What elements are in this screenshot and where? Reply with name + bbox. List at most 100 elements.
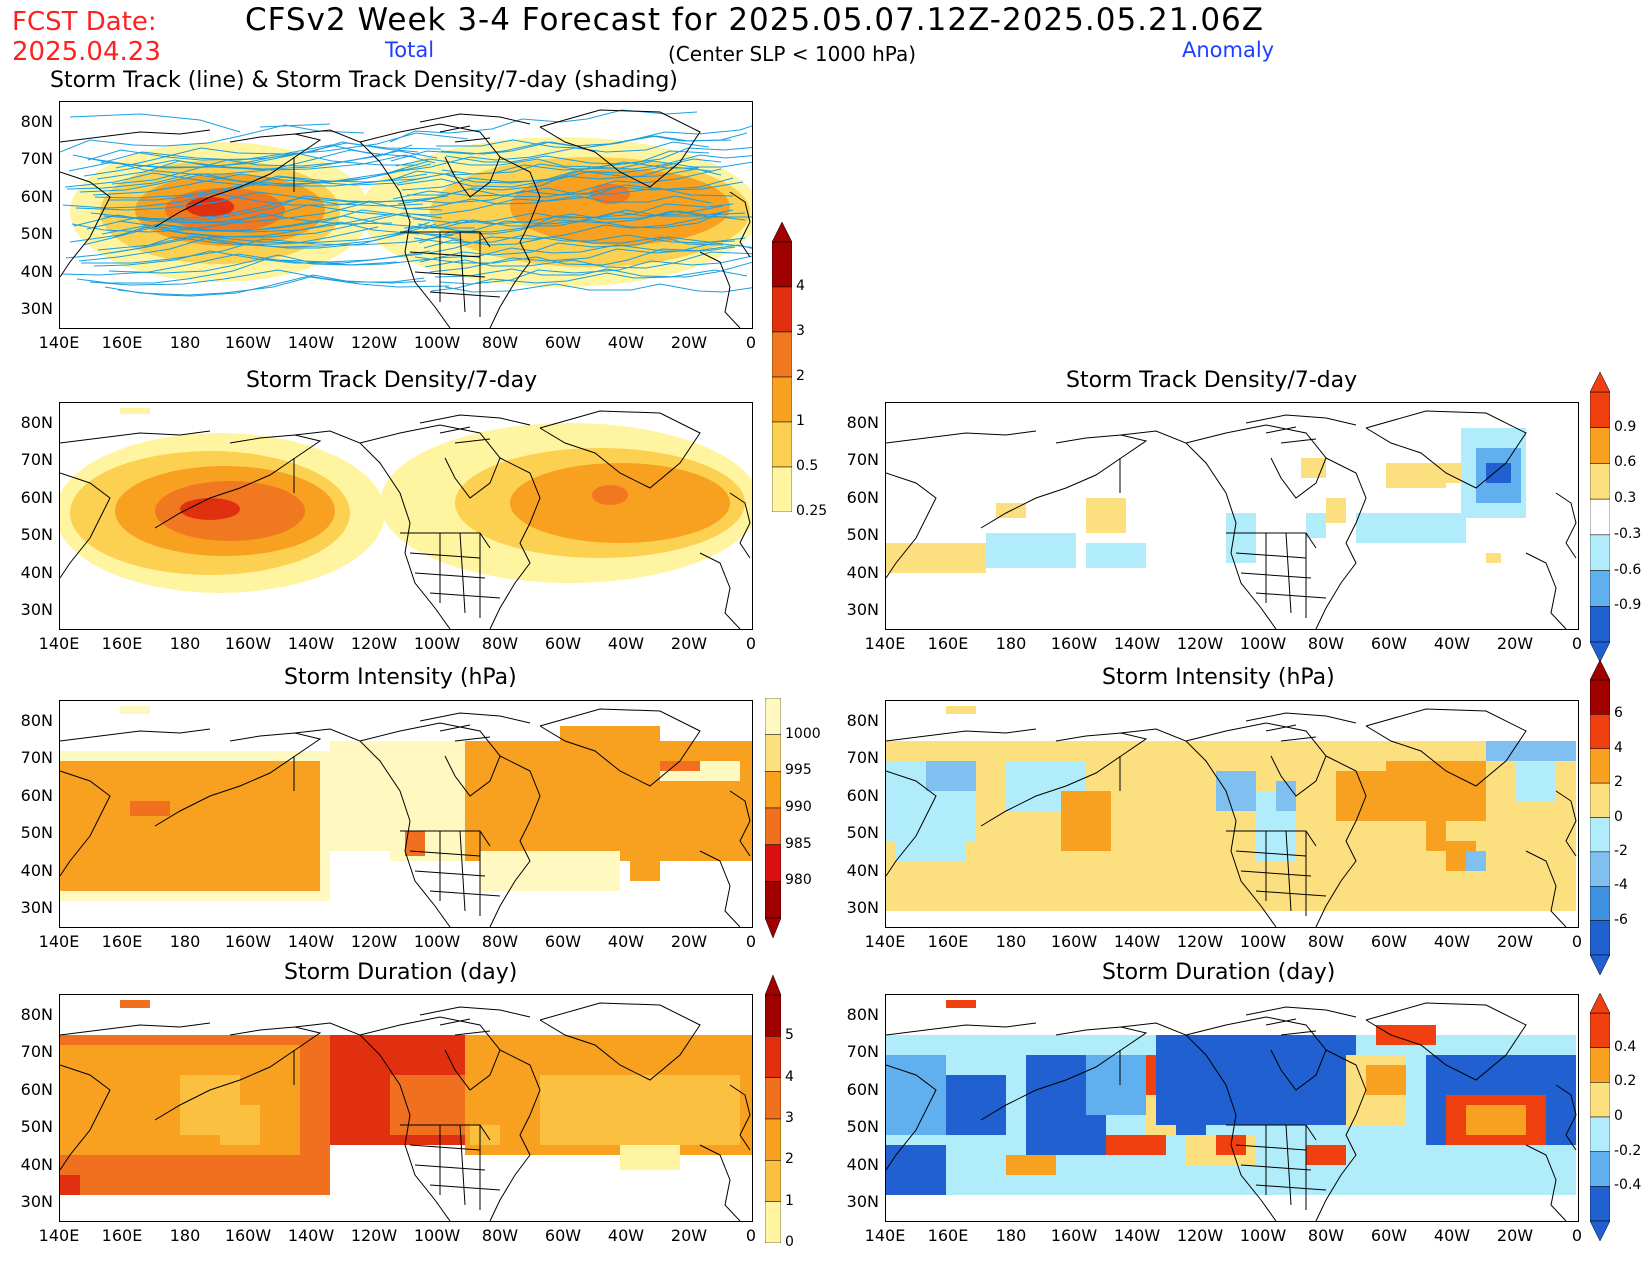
grid-cell bbox=[1226, 513, 1256, 563]
grid-cell bbox=[220, 1105, 260, 1145]
lat-tick-label: 70N bbox=[846, 1042, 879, 1061]
colorbar-swatch bbox=[772, 331, 792, 378]
grid-cell bbox=[100, 771, 300, 871]
grid-cell bbox=[1466, 1105, 1526, 1135]
colorbar-label: 0.2 bbox=[1614, 1073, 1637, 1090]
lon-tick-label: 20W bbox=[670, 333, 708, 352]
anomaly-column-label: Anomaly bbox=[1182, 38, 1275, 62]
lon-tick-label: 20W bbox=[670, 932, 708, 951]
lat-tick-label: 80N bbox=[846, 413, 879, 432]
grid-cell bbox=[886, 1055, 946, 1135]
lon-tick-label: 100W bbox=[413, 634, 461, 653]
lon-tick-label: 160W bbox=[224, 932, 272, 951]
lat-tick-label: 60N bbox=[846, 1080, 879, 1099]
colorbar-label: 2 bbox=[1614, 774, 1623, 791]
grid-cell bbox=[1276, 781, 1296, 811]
lon-tick-label: 0 bbox=[1571, 634, 1583, 653]
lon-tick-label: 140E bbox=[38, 1226, 80, 1245]
lat-tick-label: 80N bbox=[20, 1005, 53, 1024]
lat-tick-label: 50N bbox=[20, 525, 53, 544]
lat-tick-label: 40N bbox=[20, 1155, 53, 1174]
lon-tick-label: 40W bbox=[607, 634, 645, 653]
lon-tick-label: 120W bbox=[350, 932, 398, 951]
lon-tick-label: 40W bbox=[607, 932, 645, 951]
lat-tick-label: 50N bbox=[846, 1117, 879, 1136]
lon-tick-label: 160E bbox=[101, 932, 143, 951]
colorbar-swatch bbox=[1590, 606, 1610, 643]
colorbar-label: 980 bbox=[785, 872, 812, 889]
colorbar-label: 0.6 bbox=[1614, 454, 1637, 471]
lat-tick-label: 40N bbox=[846, 1155, 879, 1174]
grid-cell bbox=[600, 1095, 700, 1145]
lon-tick-label: 20W bbox=[670, 634, 708, 653]
lat-tick-label: 70N bbox=[846, 450, 879, 469]
grid-cell bbox=[1326, 498, 1346, 523]
lon-tick-label: 80W bbox=[1307, 1226, 1345, 1245]
colorbar-swatch bbox=[1590, 679, 1610, 715]
colorbar-swatch bbox=[765, 1201, 781, 1243]
lon-tick-label: 20W bbox=[1496, 634, 1534, 653]
colorbar-top-arrow bbox=[765, 975, 781, 996]
grid-cell bbox=[1306, 1145, 1346, 1165]
lon-tick-label: 160W bbox=[224, 634, 272, 653]
intensity-anom-title: Storm Intensity (hPa) bbox=[1102, 665, 1335, 690]
grid-cell bbox=[620, 1145, 680, 1170]
shading-region bbox=[186, 197, 234, 217]
grid-cell bbox=[120, 1000, 150, 1008]
lon-tick-label: 80W bbox=[1307, 932, 1345, 951]
lat-tick-label: 70N bbox=[846, 748, 879, 767]
intensity-anomaly-colorbar: 6 4 2 0 -2 -4 -6 bbox=[1590, 660, 1628, 975]
lon-tick-label: 20W bbox=[1496, 932, 1534, 951]
colorbar-label: -0.9 bbox=[1614, 597, 1642, 614]
shading-region bbox=[180, 498, 240, 520]
grid-cell bbox=[1486, 741, 1576, 761]
duration-total-title: Storm Duration (day) bbox=[284, 960, 518, 985]
colorbar-label: -0.2 bbox=[1614, 1142, 1642, 1159]
colorbar-swatch bbox=[772, 466, 792, 512]
colorbar-label: 0 bbox=[785, 1234, 794, 1250]
lat-tick-label: 30N bbox=[846, 898, 879, 917]
grid-cell bbox=[1426, 811, 1446, 851]
colorbar-label: 990 bbox=[785, 799, 812, 815]
colorbar-swatch bbox=[1590, 886, 1610, 921]
duration-total-map bbox=[59, 994, 753, 1222]
lat-tick-label: 40N bbox=[20, 262, 53, 281]
lon-tick-label: 100W bbox=[1239, 932, 1287, 951]
lon-tick-label: 40W bbox=[1433, 634, 1471, 653]
grid-cell bbox=[390, 1075, 470, 1135]
grid-cell bbox=[1086, 1055, 1146, 1115]
colorbar-swatch bbox=[1590, 498, 1610, 536]
colorbar-label: 0 bbox=[1614, 1108, 1623, 1124]
lat-tick-label: 60N bbox=[20, 187, 53, 206]
intensity-anomaly-map bbox=[885, 700, 1579, 928]
duration-anomaly-colorbar: 0.4 0.2 0 -0.2 -0.4 bbox=[1590, 993, 1641, 1241]
colorbar-label: -0.3 bbox=[1614, 525, 1642, 542]
coastline-overlay bbox=[60, 1002, 751, 1221]
colorbar-swatch bbox=[772, 421, 792, 468]
lon-tick-label: 40W bbox=[1433, 932, 1471, 951]
colorbar-swatch bbox=[1590, 714, 1610, 749]
colorbar-label: -4 bbox=[1614, 877, 1628, 894]
lat-tick-label: 80N bbox=[20, 112, 53, 131]
lon-tick-label: 80W bbox=[481, 634, 519, 653]
colorbar-swatch bbox=[765, 734, 781, 772]
density-anom-title: Storm Track Density/7-day bbox=[1066, 368, 1358, 393]
colorbar-swatch bbox=[1590, 1186, 1610, 1222]
lon-tick-label: 40W bbox=[607, 1226, 645, 1245]
lat-tick-label: 70N bbox=[20, 149, 53, 168]
coastline-overlay bbox=[60, 410, 751, 629]
lat-tick-label: 30N bbox=[846, 600, 879, 619]
grid-cell bbox=[1376, 1025, 1436, 1045]
lon-tick-label: 0 bbox=[745, 932, 757, 951]
lat-tick-label: 80N bbox=[20, 711, 53, 730]
colorbar-swatch bbox=[765, 881, 781, 919]
lon-tick-label: 140W bbox=[1113, 634, 1161, 653]
colorbar-swatch bbox=[765, 1160, 781, 1202]
lon-tick-label: 160W bbox=[1050, 1226, 1098, 1245]
lon-tick-label: 160E bbox=[101, 1226, 143, 1245]
lat-tick-label: 80N bbox=[20, 413, 53, 432]
lat-tick-label: 50N bbox=[846, 823, 879, 842]
storm-track-lines bbox=[60, 109, 752, 297]
grid-cell bbox=[1086, 498, 1126, 533]
lat-tick-label: 50N bbox=[20, 1117, 53, 1136]
